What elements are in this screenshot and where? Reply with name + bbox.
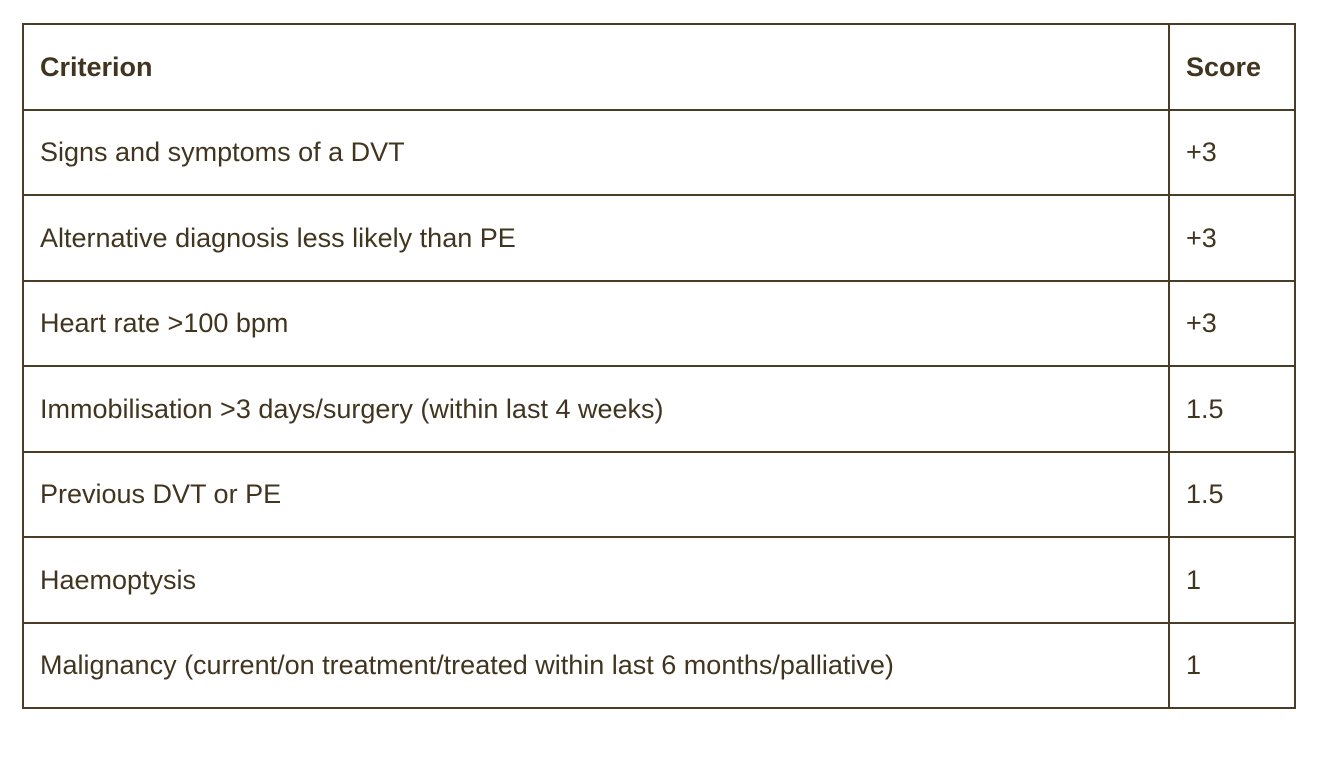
table-row: Immobilisation >3 days/surgery (within l… xyxy=(22,365,1296,453)
score-cell: 1 xyxy=(1168,536,1296,624)
criterion-cell: Malignancy (current/on treatment/treated… xyxy=(22,621,1170,709)
criteria-score-table: Criterion Score Signs and symptoms of a … xyxy=(22,23,1296,709)
criterion-cell: Previous DVT or PE xyxy=(22,450,1170,538)
table-row: Signs and symptoms of a DVT +3 xyxy=(22,108,1296,196)
score-cell: +3 xyxy=(1168,279,1296,367)
score-cell: +3 xyxy=(1168,108,1296,196)
score-cell: +3 xyxy=(1168,194,1296,282)
score-cell: 1.5 xyxy=(1168,450,1296,538)
table-row: Alternative diagnosis less likely than P… xyxy=(22,194,1296,282)
criterion-cell: Signs and symptoms of a DVT xyxy=(22,108,1170,196)
score-cell: 1.5 xyxy=(1168,365,1296,453)
criterion-cell: Alternative diagnosis less likely than P… xyxy=(22,194,1170,282)
table-row: Haemoptysis 1 xyxy=(22,536,1296,624)
table-row: Malignancy (current/on treatment/treated… xyxy=(22,621,1296,709)
column-header-criterion: Criterion xyxy=(22,23,1170,111)
table-header-row: Criterion Score xyxy=(22,23,1296,111)
table-row: Heart rate >100 bpm +3 xyxy=(22,279,1296,367)
column-header-score: Score xyxy=(1168,23,1296,111)
score-cell: 1 xyxy=(1168,621,1296,709)
criterion-cell: Heart rate >100 bpm xyxy=(22,279,1170,367)
criterion-cell: Immobilisation >3 days/surgery (within l… xyxy=(22,365,1170,453)
table-row: Previous DVT or PE 1.5 xyxy=(22,450,1296,538)
criterion-cell: Haemoptysis xyxy=(22,536,1170,624)
